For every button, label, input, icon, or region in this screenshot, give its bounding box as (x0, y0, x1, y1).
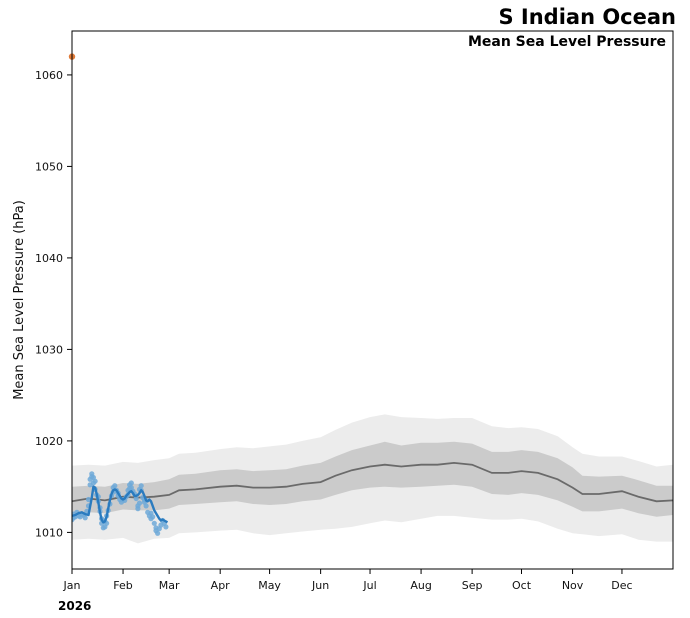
observation-point (150, 514, 156, 520)
x-tick-label: Nov (562, 579, 584, 592)
observation-point (143, 503, 149, 509)
y-axis-label: Mean Sea Level Pressure (hPa) (12, 200, 27, 400)
year-label: 2026 (58, 599, 91, 613)
series-group (72, 414, 673, 544)
observation-point (92, 478, 98, 484)
y-tick-label: 1020 (35, 435, 63, 448)
observation-point (82, 515, 88, 521)
x-tick-label: Sep (462, 579, 483, 592)
x-tick-label: Aug (410, 579, 431, 592)
observation-point (136, 500, 143, 506)
observation-point (138, 483, 144, 489)
observation-point (128, 480, 134, 486)
climatology-mean-line (72, 461, 673, 503)
x-tick-label: Mar (159, 579, 180, 592)
y-tick-label: 1040 (35, 252, 63, 265)
x-tick-label: Jul (362, 579, 376, 592)
x-tick-label: Dec (611, 579, 632, 592)
observation-point (155, 530, 161, 536)
observation-point (112, 483, 118, 489)
current-year-line (72, 485, 169, 524)
chart-subtitle: Mean Sea Level Pressure (468, 34, 666, 50)
band-25-75 (72, 441, 673, 517)
plot-frame (71, 30, 674, 570)
x-tick-label: Jan (63, 579, 81, 592)
observation-point (135, 506, 141, 512)
y-tick-label: 1030 (35, 343, 63, 356)
chart-title: S Indian Ocean (498, 5, 676, 29)
x-tick-label: Oct (512, 579, 532, 592)
observation-point (133, 495, 139, 502)
x-tick-label: May (258, 579, 281, 592)
x-tick-label: Apr (211, 579, 231, 592)
y-tick-label: 1050 (35, 160, 63, 173)
x-tick-label: Jun (311, 579, 329, 592)
observation-point (163, 524, 169, 530)
plot-area: 1010 1020 1030 1040 1050 1060 Jan Feb Mar Apr May J… (35, 30, 674, 592)
observation-point (151, 520, 157, 526)
x-tick-label: Feb (113, 579, 132, 592)
observation-point (85, 496, 92, 503)
y-tick-label: 1010 (35, 526, 63, 539)
y-tick-label: 1060 (35, 69, 63, 82)
